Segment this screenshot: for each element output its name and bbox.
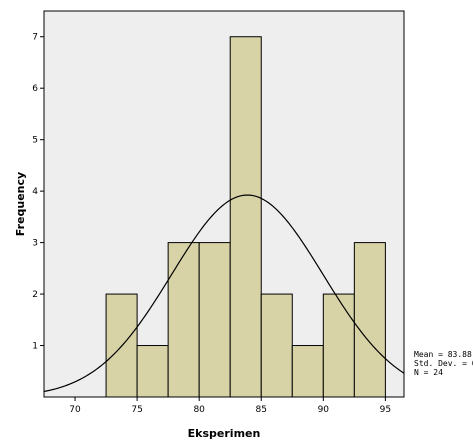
stats-std-dev: Std. Dev. = 6.1 [414,359,473,368]
x-tick-label-1: 75 [131,405,142,415]
y-axis: 1 2 3 4 5 6 7 [32,33,44,352]
histogram-bar-2 [167,242,200,398]
y-tick-label-2: 3 [32,239,38,249]
y-tick-label-1: 2 [32,290,38,300]
x-axis: 70 75 80 85 90 95 [69,397,391,415]
histogram-bar-7 [322,293,355,398]
x-axis-title: Eksperimen [188,427,261,440]
y-tick-label-0: 1 [32,342,38,352]
histogram-bar-3 [198,242,231,398]
x-tick-label-3: 85 [256,405,267,415]
histogram-bar-6 [291,345,324,398]
histogram-bar-8 [353,242,386,398]
x-tick-label-4: 90 [318,405,330,415]
y-tick-label-4: 5 [32,136,38,146]
histogram-bars [105,36,386,398]
histogram-bar-5 [260,293,293,398]
x-tick-label-2: 80 [193,405,205,415]
y-tick-label-5: 6 [32,84,38,94]
stats-n: N = 24 [414,368,443,377]
histogram-bar-1 [136,345,169,398]
y-tick-label-6: 7 [32,33,38,43]
y-axis-title: Frequency [14,172,27,236]
stats-box: Mean = 83.88 Std. Dev. = 6.1 N = 24 [414,350,473,377]
normal-curve [43,194,405,393]
histogram-bar-4 [229,36,262,398]
stats-mean: Mean = 83.88 [414,350,472,359]
x-tick-label-5: 95 [380,405,391,415]
y-tick-label-3: 4 [32,187,38,197]
x-tick-label-0: 70 [69,405,81,415]
